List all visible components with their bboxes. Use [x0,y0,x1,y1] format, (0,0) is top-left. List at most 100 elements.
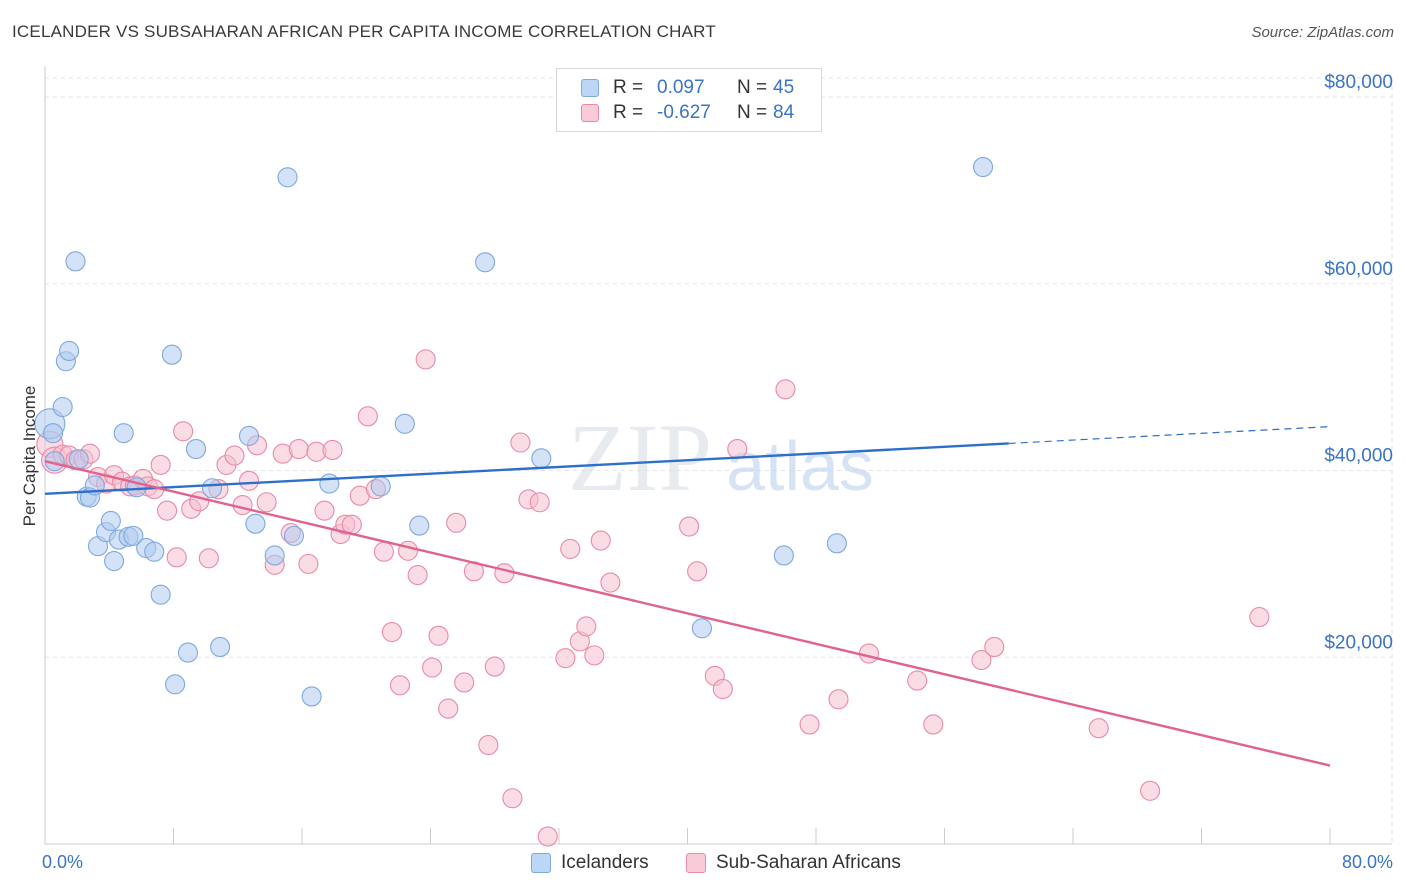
icelander-point [100,510,121,531]
series-swatch-pink [686,853,706,873]
sub-saharan-trend-line [44,459,1331,767]
y-tick-labels: $20,000 $40,000 $60,000 $80,000 [1324,72,1393,653]
sub-saharan-point [1088,718,1109,739]
sub-saharan-point [679,516,700,537]
y-tick-label: $40,000 [1324,446,1393,467]
icelander-point [59,340,80,362]
sub-saharan-point [560,538,581,559]
sub-saharan-point [397,540,419,561]
icelander-points [34,156,994,707]
icelander-point [972,156,994,178]
sub-saharan-point [422,657,443,678]
sub-saharan-point [1140,780,1161,801]
y-tick-label: $20,000 [1324,632,1393,653]
y-axis-title: Per Capita Income [20,385,39,527]
icelander-point [202,478,223,499]
icelander-point [165,674,186,695]
series-swatch-blue [531,853,551,873]
series-legend-label: Sub-Saharan Africans [716,852,901,873]
sub-saharan-point [510,432,531,453]
sub-saharan-point [799,714,820,735]
legend-row-icelanders: R = 0.097 N = 45 [581,76,794,100]
y-tick-label: $60,000 [1324,259,1393,280]
sub-saharan-point [373,541,394,562]
sub-saharan-point [438,698,459,719]
sub-saharan-point [971,650,992,671]
sub-saharan-point [828,689,849,710]
icelander-point [52,396,73,418]
sub-saharan-point [381,621,403,643]
icelander-point [68,449,89,470]
sub-saharan-point [166,547,187,568]
icelander-point [123,525,144,546]
sub-saharan-point [590,530,611,551]
sub-saharan-point [1249,607,1270,628]
icelander-point [104,551,125,572]
sub-saharan-point [576,616,597,637]
sub-saharan-point [428,625,449,646]
legend-swatch-pink [581,104,599,122]
series-legend-label: Icelanders [561,852,649,873]
sub-saharan-point [555,648,576,669]
icelander-point [42,423,64,444]
icelander-trend-extension [1008,426,1331,445]
sub-saharan-point [224,445,245,466]
sub-saharan-point [484,656,505,677]
sub-saharan-point [322,439,343,461]
icelander-point [161,344,182,365]
sub-saharan-point [923,714,944,735]
sub-saharan-points [36,349,1270,847]
correlation-legend: R = 0.097 N = 45 R = -0.627 N = 84 [556,68,822,132]
icelander-point [264,545,285,566]
legend-row-sub-saharan: R = -0.627 N = 84 [581,101,794,125]
series-legend-sub-saharan: Sub-Saharan Africans [686,852,901,874]
icelander-point [150,584,171,605]
sub-saharan-point [288,438,309,460]
icelander-point [185,438,207,460]
legend-n-value: 84 [773,102,795,123]
source-label: Source: ZipAtlas.com [1251,24,1394,41]
icelander-point [177,642,199,663]
sub-saharan-point [389,675,411,696]
legend-r-label: R = [613,77,644,98]
legend-n-label: N = [737,102,768,123]
icelander-point [277,167,298,188]
sub-saharan-point [478,734,499,756]
legend-r-value: 0.097 [657,77,705,98]
icelander-trend-line [44,442,1009,496]
sub-saharan-point [198,548,219,569]
icelander-point [826,533,847,554]
icelander-point [370,476,391,497]
icelander-point [531,448,552,469]
sub-saharan-point [712,678,733,700]
icelander-point [691,618,713,639]
axes [44,66,1392,845]
sub-saharan-point [529,492,550,513]
sub-saharan-point [407,565,428,586]
sub-saharan-point [984,636,1005,658]
trend-lines [44,426,1331,767]
sub-saharan-point [357,406,378,427]
icelander-point [301,686,322,707]
series-legend-icelanders: Icelanders [531,852,649,874]
icelander-point [409,515,430,536]
icelander-point [238,425,260,447]
icelander-point [210,636,231,658]
sub-saharan-point [150,454,171,475]
y-tick-label: $80,000 [1324,72,1393,93]
sub-saharan-point [238,470,260,491]
legend-r-label: R = [613,102,644,123]
sub-saharan-point [775,379,796,400]
watermark: ZIP atlas [568,404,874,511]
grid-lines [45,77,1393,844]
sub-saharan-point [298,553,319,574]
sub-saharan-point [584,645,605,666]
chart-title: ICELANDER VS SUBSAHARAN AFRICAN PER CAPI… [12,22,716,41]
x-axis-min-label: 0.0% [42,852,84,872]
sub-saharan-point [907,670,928,691]
watermark-atlas: atlas [726,427,874,505]
icelander-point [394,413,415,434]
legend-n-value: 45 [773,77,795,98]
sub-saharan-point [727,438,748,460]
